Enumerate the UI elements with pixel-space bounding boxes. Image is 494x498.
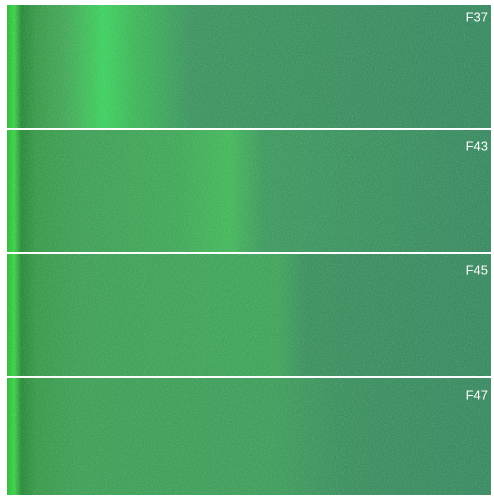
panel: F47 <box>7 378 491 495</box>
panel-texture <box>7 254 491 376</box>
panel-texture <box>7 130 491 252</box>
panel-label: F37 <box>466 9 488 24</box>
panel: F43 <box>7 130 491 252</box>
page: F37 F43 F45 F47 (() => { const data = JS… <box>0 0 494 498</box>
panel-label: F45 <box>466 262 488 277</box>
figure: F37 F43 F45 F47 <box>0 0 494 498</box>
panel-texture <box>7 378 491 495</box>
panel-texture <box>7 5 491 128</box>
panel-label: F47 <box>466 387 488 402</box>
panel-label: F43 <box>466 138 488 153</box>
panel: F37 <box>7 5 491 128</box>
panel: F45 <box>7 254 491 376</box>
